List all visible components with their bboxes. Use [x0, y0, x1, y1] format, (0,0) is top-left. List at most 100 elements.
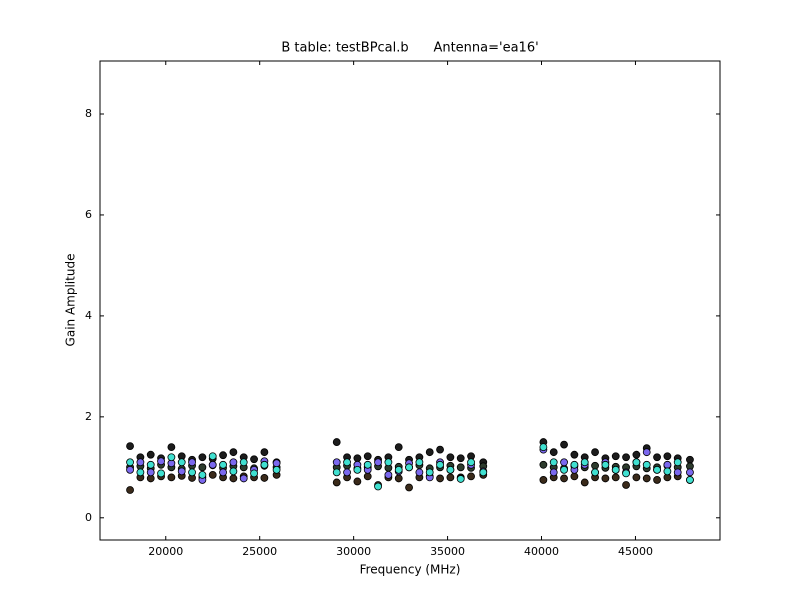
point	[405, 483, 413, 492]
point	[539, 460, 548, 469]
point	[653, 453, 661, 462]
point	[272, 459, 281, 468]
point	[570, 460, 579, 469]
point	[384, 458, 393, 467]
point	[363, 452, 372, 461]
point	[343, 468, 351, 477]
point	[250, 455, 258, 464]
point	[686, 476, 694, 484]
point	[126, 486, 134, 494]
point	[250, 469, 258, 478]
point	[384, 470, 393, 479]
point	[260, 474, 269, 482]
point	[363, 472, 372, 481]
point	[673, 468, 682, 477]
point	[580, 458, 589, 467]
point	[353, 477, 362, 486]
point	[467, 458, 475, 467]
point	[642, 474, 651, 483]
point	[374, 458, 382, 467]
point	[436, 460, 444, 469]
point	[446, 453, 455, 462]
point	[539, 443, 548, 452]
point	[456, 463, 465, 472]
point	[663, 452, 672, 461]
point	[146, 460, 155, 469]
point	[188, 468, 196, 477]
point	[332, 468, 341, 477]
point	[343, 458, 351, 467]
point	[632, 473, 641, 482]
x-tick-label: 35000	[430, 545, 465, 558]
point	[239, 458, 248, 467]
point	[549, 458, 558, 467]
point	[229, 458, 238, 467]
point	[353, 454, 362, 463]
point	[642, 448, 651, 457]
point	[479, 468, 488, 477]
point	[260, 448, 269, 457]
point	[177, 458, 186, 467]
point	[260, 460, 269, 469]
plot-frame	[99, 60, 721, 541]
point	[394, 465, 403, 474]
point	[229, 448, 238, 457]
y-tick-label: 4	[85, 309, 92, 322]
point	[673, 458, 682, 467]
point	[456, 475, 465, 483]
point	[146, 468, 155, 477]
x-tick-label: 45000	[618, 545, 653, 558]
point	[436, 445, 444, 454]
point	[601, 474, 610, 483]
point	[126, 458, 134, 467]
point	[591, 448, 599, 457]
y-tick-label: 8	[85, 107, 92, 120]
x-tick-label: 40000	[524, 545, 559, 558]
point	[136, 458, 145, 467]
point	[539, 476, 548, 484]
point	[208, 452, 217, 461]
point	[146, 450, 155, 459]
point	[219, 468, 227, 477]
point	[188, 458, 196, 467]
point	[446, 473, 455, 482]
point	[425, 468, 434, 477]
point	[219, 460, 227, 469]
point	[560, 465, 568, 474]
point	[570, 450, 579, 459]
point	[653, 465, 661, 474]
point	[622, 469, 630, 478]
point	[580, 478, 589, 487]
point	[136, 468, 145, 477]
point	[686, 455, 694, 464]
point	[229, 467, 238, 476]
point	[208, 470, 217, 479]
point	[456, 454, 465, 463]
point	[591, 468, 599, 477]
point	[642, 460, 651, 469]
point	[611, 465, 620, 474]
point	[394, 443, 403, 452]
x-tick-label: 20000	[148, 545, 183, 558]
point	[436, 474, 444, 483]
x-axis-label: Frequency (MHz)	[360, 563, 461, 577]
point	[374, 482, 382, 491]
point	[219, 451, 227, 460]
y-tick-label: 6	[85, 208, 92, 221]
point	[601, 460, 610, 469]
point	[591, 461, 599, 470]
point	[467, 472, 475, 481]
point	[177, 467, 186, 476]
point	[686, 468, 694, 477]
point	[549, 448, 558, 457]
chart-title: B table: testBPcal.b Antenna='ea16'	[281, 41, 538, 56]
point	[560, 458, 568, 467]
point	[167, 453, 176, 462]
point	[332, 478, 341, 487]
point	[415, 468, 424, 477]
x-tick-label: 30000	[336, 545, 371, 558]
point	[632, 458, 641, 467]
y-axis-label: Gain Amplitude	[64, 254, 78, 347]
